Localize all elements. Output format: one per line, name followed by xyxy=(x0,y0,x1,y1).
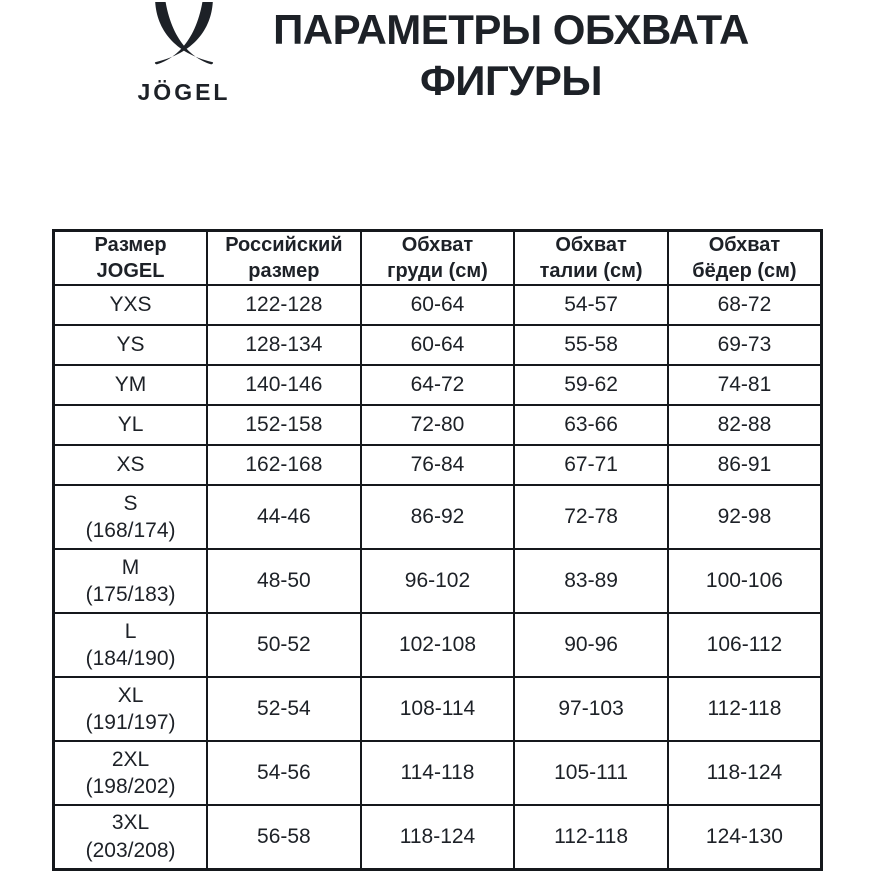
table-row: S (168/174) 44-46 86-92 72-78 92-98 xyxy=(52,484,823,550)
table-row: YXS 122-128 60-64 54-57 68-72 xyxy=(52,284,823,326)
chest-cell: 60-64 xyxy=(359,284,516,326)
size-height-range: (184/190) xyxy=(85,647,176,670)
waist-cell: 54-57 xyxy=(513,284,669,326)
page-title-line2: ФИГУРЫ xyxy=(419,57,603,105)
size-height-range: (175/183) xyxy=(85,583,176,606)
size-height-range: (168/174) xyxy=(85,519,176,542)
russian-size-cell: 162-168 xyxy=(206,444,362,486)
size-label: 2XL xyxy=(111,747,150,771)
hips-cell: 69-73 xyxy=(666,324,823,366)
size-cell: S (168/174) xyxy=(52,484,209,550)
size-label: YS xyxy=(116,333,145,357)
hips-cell: 68-72 xyxy=(666,284,823,326)
hips-cell: 106-112 xyxy=(666,612,823,678)
size-cell: L (184/190) xyxy=(52,612,209,678)
russian-size-cell: 152-158 xyxy=(206,404,362,446)
waist-cell: 63-66 xyxy=(513,404,669,446)
table-row: XS 162-168 76-84 67-71 86-91 xyxy=(52,444,823,486)
size-label: YXS xyxy=(109,293,152,317)
russian-size-cell: 140-146 xyxy=(206,364,362,406)
table-row: YL 152-158 72-80 63-66 82-88 xyxy=(52,404,823,446)
size-cell: M (175/183) xyxy=(52,548,209,614)
jogel-logo-mark xyxy=(154,2,214,65)
header-russian-size: Российский размер xyxy=(206,229,362,286)
hips-cell: 92-98 xyxy=(666,484,823,550)
russian-size-cell: 52-54 xyxy=(206,676,362,742)
chest-cell: 114-118 xyxy=(359,740,516,806)
size-label: YM xyxy=(114,373,147,397)
size-label: S xyxy=(123,491,138,515)
chest-cell: 72-80 xyxy=(359,404,516,446)
size-table-body: YXS 122-128 60-64 54-57 68-72 YS 128-134 60-64 5… xyxy=(52,284,823,870)
size-cell: YL xyxy=(52,404,209,446)
page-title-line1: ПАРАМЕТРЫ ОБХВАТА xyxy=(273,6,749,53)
size-cell: 2XL (198/202) xyxy=(52,740,209,806)
waist-cell: 97-103 xyxy=(513,676,669,742)
size-table: Размер JOGEL Российский размер Обхват гр… xyxy=(52,229,823,871)
hips-cell: 124-130 xyxy=(666,804,823,870)
waist-cell: 105-111 xyxy=(513,740,669,806)
chest-cell: 108-114 xyxy=(359,676,516,742)
jogel-logo: JÖGEL xyxy=(126,2,242,106)
waist-cell: 83-89 xyxy=(513,548,669,614)
size-label: XL xyxy=(117,683,144,707)
hips-cell: 82-88 xyxy=(666,404,823,446)
header-waist: Обхват талии (см) xyxy=(513,229,669,286)
size-label: XS xyxy=(116,453,145,477)
size-label: M xyxy=(121,555,140,579)
russian-size-cell: 50-52 xyxy=(206,612,362,678)
header-size-jogel: Размер JOGEL xyxy=(52,229,209,286)
table-row: 3XL (203/208) 56-58 118-124 112-118 124-130 xyxy=(52,804,823,870)
header-row: Размер JOGEL Российский размер Обхват гр… xyxy=(52,229,823,286)
size-cell: YS xyxy=(52,324,209,366)
size-label: YL xyxy=(117,413,144,437)
size-cell: XL (191/197) xyxy=(52,676,209,742)
chest-cell: 86-92 xyxy=(359,484,516,550)
russian-size-cell: 54-56 xyxy=(206,740,362,806)
waist-cell: 59-62 xyxy=(513,364,669,406)
size-label: 3XL xyxy=(111,811,150,835)
chest-cell: 60-64 xyxy=(359,324,516,366)
russian-size-cell: 44-46 xyxy=(206,484,362,550)
hips-cell: 86-91 xyxy=(666,444,823,486)
size-cell: YXS xyxy=(52,284,209,326)
size-cell: 3XL (203/208) xyxy=(52,804,209,870)
russian-size-cell: 128-134 xyxy=(206,324,362,366)
waist-cell: 67-71 xyxy=(513,444,669,486)
hips-cell: 74-81 xyxy=(666,364,823,406)
chest-cell: 64-72 xyxy=(359,364,516,406)
russian-size-cell: 56-58 xyxy=(206,804,362,870)
header-chest: Обхват груди (см) xyxy=(359,229,516,286)
chest-cell: 102-108 xyxy=(359,612,516,678)
hips-cell: 112-118 xyxy=(666,676,823,742)
waist-cell: 112-118 xyxy=(513,804,669,870)
size-label: L xyxy=(124,619,137,643)
chest-cell: 96-102 xyxy=(359,548,516,614)
chest-cell: 76-84 xyxy=(359,444,516,486)
size-cell: YM xyxy=(52,364,209,406)
size-height-range: (198/202) xyxy=(85,775,176,798)
waist-cell: 72-78 xyxy=(513,484,669,550)
jogel-wordmark: JÖGEL xyxy=(137,79,231,105)
table-row: YM 140-146 64-72 59-62 74-81 xyxy=(52,364,823,406)
hips-cell: 100-106 xyxy=(666,548,823,614)
table-row: 2XL (198/202) 54-56 114-118 105-111 118-124 xyxy=(52,740,823,806)
page-title: ПАРАМЕТРЫ ОБХВАТА ФИГУРЫ xyxy=(258,4,764,106)
table-row: M (175/183) 48-50 96-102 83-89 100-106 xyxy=(52,548,823,614)
table-row: XL (191/197) 52-54 108-114 97-103 112-118 xyxy=(52,676,823,742)
table-row: L (184/190) 50-52 102-108 90-96 106-112 xyxy=(52,612,823,678)
size-table-header: Размер JOGEL Российский размер Обхват гр… xyxy=(52,229,823,286)
size-height-range: (203/208) xyxy=(85,838,176,862)
header-hips: Обхват бёдер (см) xyxy=(666,229,823,286)
russian-size-cell: 122-128 xyxy=(206,284,362,326)
size-height-range: (191/197) xyxy=(85,711,176,734)
russian-size-cell: 48-50 xyxy=(206,548,362,614)
waist-cell: 55-58 xyxy=(513,324,669,366)
waist-cell: 90-96 xyxy=(513,612,669,678)
chest-cell: 118-124 xyxy=(359,804,516,870)
size-cell: XS xyxy=(52,444,209,486)
table-row: YS 128-134 60-64 55-58 69-73 xyxy=(52,324,823,366)
hips-cell: 118-124 xyxy=(666,740,823,806)
